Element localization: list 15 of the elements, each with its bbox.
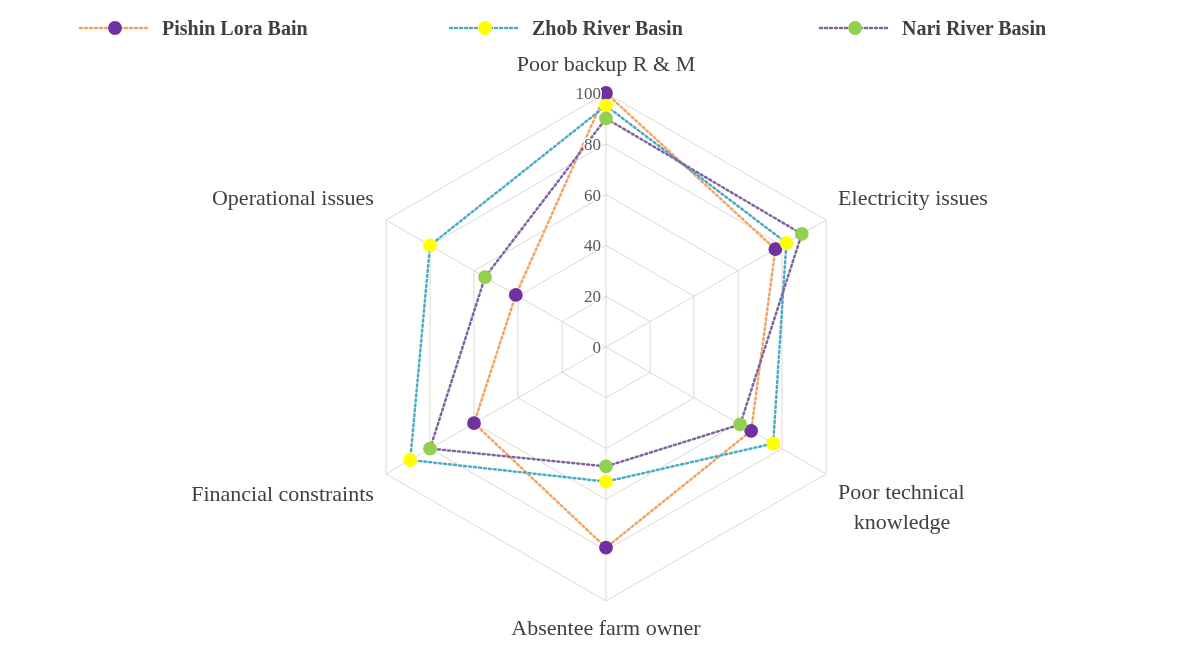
spoke-label: Absentee farm owner bbox=[511, 615, 702, 640]
y-tick-label: 80 bbox=[584, 134, 601, 154]
legend-label: Pishin Lora Bain bbox=[162, 17, 308, 39]
spoke-label: Financial constraints bbox=[191, 481, 374, 506]
y-tick-label: 40 bbox=[584, 236, 601, 256]
y-tick-label: 100 bbox=[575, 84, 601, 103]
spoke-label: Electricity issues bbox=[838, 185, 988, 210]
y-tick-label: 0 bbox=[592, 338, 601, 357]
legend-label: Zhob River Basin bbox=[532, 17, 683, 39]
spoke-label: Poor backup R & M bbox=[516, 51, 696, 76]
y-tick-label: 20 bbox=[584, 287, 601, 307]
spoke-label: Operational issues bbox=[212, 185, 374, 210]
spoke-label: Poor technical knowledge bbox=[838, 479, 965, 534]
legend-label: Nari River Basin bbox=[902, 17, 1047, 39]
y-tick-label: 60 bbox=[584, 185, 601, 205]
